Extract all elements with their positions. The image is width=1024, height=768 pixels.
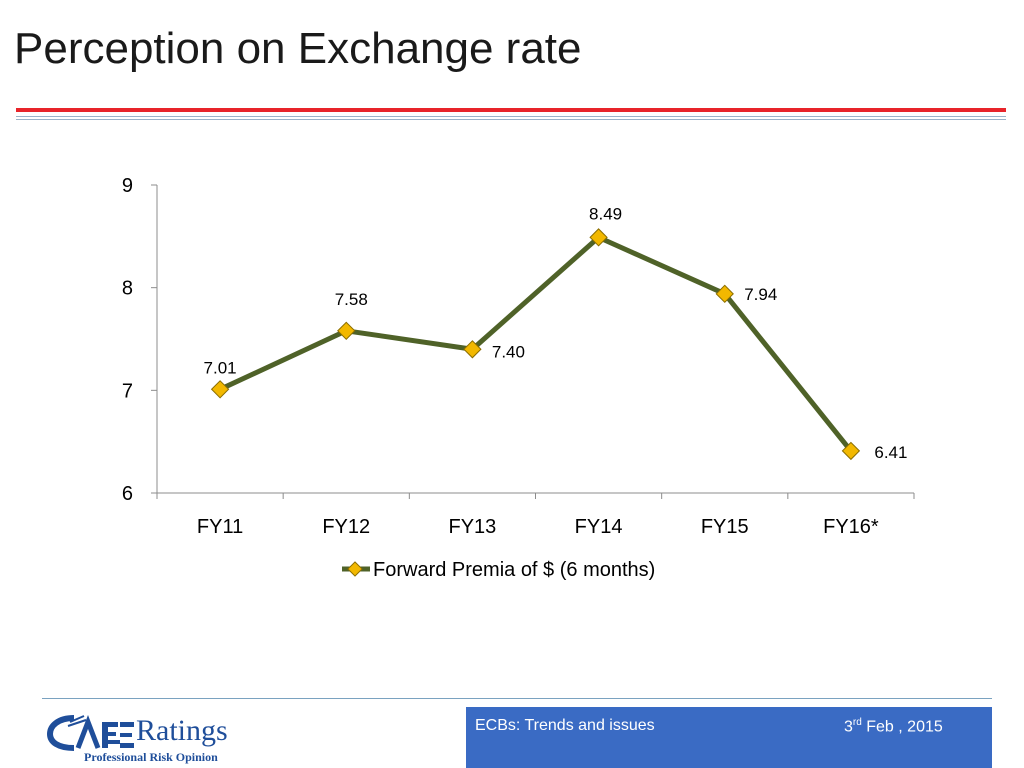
logo-wordmark: Ratings <box>136 714 228 747</box>
slide-title: Perception on Exchange rate <box>14 24 582 73</box>
title-divider-blue <box>16 116 1006 117</box>
data-label: 8.49 <box>589 204 622 223</box>
chart-ticks: 6 7 8 9 FY11 FY12 FY13 FY14 FY15 FY16* <box>122 175 915 538</box>
y-tick-label: 7 <box>122 380 133 402</box>
data-label: 6.41 <box>874 443 907 462</box>
title-divider-blue-2 <box>16 119 1006 120</box>
data-point <box>463 340 482 359</box>
care-ratings-logo: Ratings Professional Risk Opinion <box>44 712 274 768</box>
footer-divider <box>42 698 992 699</box>
care-logo-mark-icon <box>46 715 134 751</box>
logo-tagline: Professional Risk Opinion <box>84 750 218 764</box>
x-tick-label: FY11 <box>197 516 243 538</box>
series-line <box>219 234 853 453</box>
chart-legend: Forward Premia of $ (6 months) <box>342 559 655 581</box>
data-point <box>715 284 734 304</box>
chart-data-labels: 7.01 7.58 7.40 8.49 7.94 6.41 <box>204 204 908 462</box>
chart-series <box>210 228 861 461</box>
y-tick-label: 8 <box>122 278 133 300</box>
footer-topic: ECBs: Trends and issues <box>475 717 655 734</box>
footer-date: 3rd Feb , 2015 <box>844 717 943 736</box>
x-tick-label: FY12 <box>322 516 370 538</box>
footer-date-day: 3 <box>844 718 853 736</box>
data-point <box>337 321 356 340</box>
legend-marker-icon <box>347 561 363 577</box>
data-label: 7.58 <box>335 290 368 309</box>
y-tick-label: 6 <box>122 483 133 505</box>
footer-date-rest: Feb , 2015 <box>861 718 943 736</box>
data-point <box>589 228 608 247</box>
title-divider-red <box>16 108 1006 112</box>
data-point <box>210 380 230 399</box>
footer-date-suffix: rd <box>852 717 862 728</box>
x-tick-label: FY14 <box>575 516 623 538</box>
data-label: 7.01 <box>204 358 237 377</box>
legend-label: Forward Premia of $ (6 months) <box>373 559 655 581</box>
x-tick-label: FY16* <box>823 516 879 538</box>
data-label: 7.94 <box>744 285 777 304</box>
data-point <box>841 441 861 461</box>
chart-axes <box>156 185 914 494</box>
data-label: 7.40 <box>492 342 525 361</box>
x-tick-label: FY15 <box>701 516 749 538</box>
footer-banner: ECBs: Trends and issues 3rd Feb , 2015 <box>466 707 992 768</box>
x-tick-label: FY13 <box>449 516 497 538</box>
y-tick-label: 9 <box>122 175 133 197</box>
